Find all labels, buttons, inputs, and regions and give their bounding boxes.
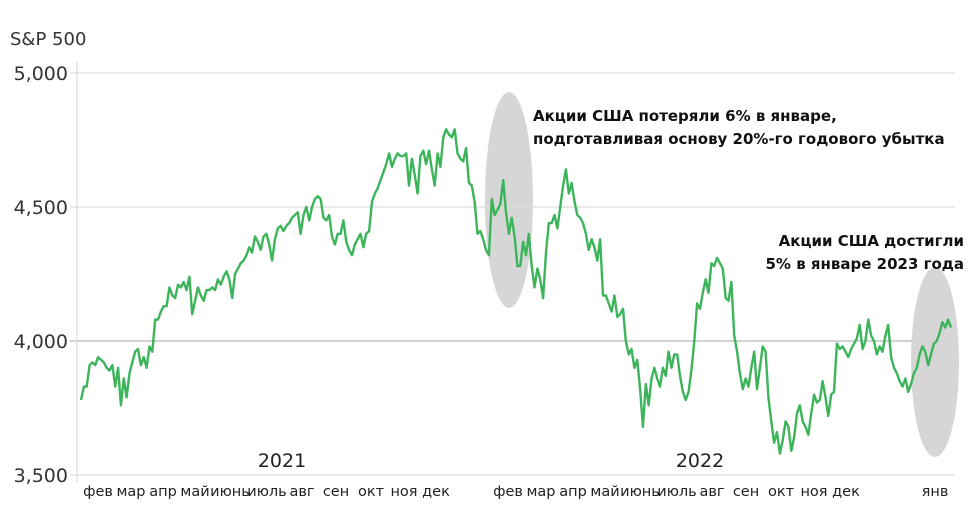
- x-tick-label: дек: [832, 484, 860, 500]
- x-tick-label: янв: [922, 484, 949, 500]
- annotation-line: Акции США достигли: [779, 232, 964, 250]
- x-tick-label: сен: [323, 484, 349, 500]
- x-tick-label: июль: [247, 484, 286, 500]
- y-tick-label: 5,000: [14, 63, 68, 85]
- x-year-label: 2022: [676, 450, 724, 472]
- chart-title: S&P 500: [10, 29, 86, 50]
- x-tick-label: фев: [493, 484, 523, 500]
- x-tick-label: окт: [768, 484, 795, 500]
- series-line-sp500: [79, 128, 953, 455]
- x-tick-label: мар: [526, 484, 555, 500]
- x-tick-label: авг: [699, 484, 724, 500]
- x-tick-label: фев: [83, 484, 113, 500]
- annotation-line: 5% в январе 2023 года: [766, 255, 965, 273]
- x-tick-label: май: [180, 484, 209, 500]
- y-tick-labels: 3,500 4,000 4,500 5,000: [14, 63, 68, 487]
- y-tick-label: 4,000: [14, 331, 68, 353]
- highlight-jan-2023: [911, 267, 959, 457]
- x-tick-label: окт: [358, 484, 385, 500]
- annotation-line: подготавливая основу 20%-го годового убы…: [533, 130, 945, 148]
- x-tick-label: апр: [149, 484, 177, 500]
- annotations: Акции США потеряли 6% в январе, подготавл…: [533, 107, 964, 273]
- annotation-line: Акции США потеряли 6% в январе,: [533, 107, 837, 125]
- x-tick-label: дек: [422, 484, 450, 500]
- x-tick-label: июнь: [620, 484, 660, 500]
- x-tick-label: мар: [116, 484, 145, 500]
- x-year-label: 2021: [258, 450, 306, 472]
- series-layer: [79, 128, 953, 455]
- x-tick-label: июль: [657, 484, 696, 500]
- x-tick-label: июнь: [210, 484, 250, 500]
- x-tick-label: апр: [559, 484, 587, 500]
- x-tick-label: май: [590, 484, 619, 500]
- gridlines: [70, 72, 955, 476]
- annotation-jan-2023: Акции США достигли 5% в январе 2023 года: [766, 232, 965, 273]
- y-tick-label: 3,500: [14, 465, 68, 487]
- y-tick-label: 4,500: [14, 197, 68, 219]
- x-tick-label: авг: [289, 484, 314, 500]
- x-year-labels: 2021 2022: [258, 450, 724, 472]
- x-tick-label: сен: [733, 484, 759, 500]
- x-tick-label: ноя: [390, 484, 417, 500]
- annotation-jan-2022: Акции США потеряли 6% в январе, подготавл…: [533, 107, 945, 148]
- x-tick-label: ноя: [800, 484, 827, 500]
